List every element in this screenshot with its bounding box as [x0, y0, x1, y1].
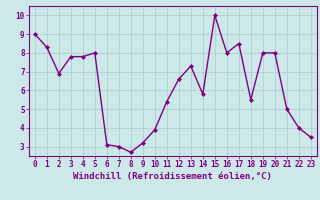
X-axis label: Windchill (Refroidissement éolien,°C): Windchill (Refroidissement éolien,°C) [73, 172, 272, 181]
